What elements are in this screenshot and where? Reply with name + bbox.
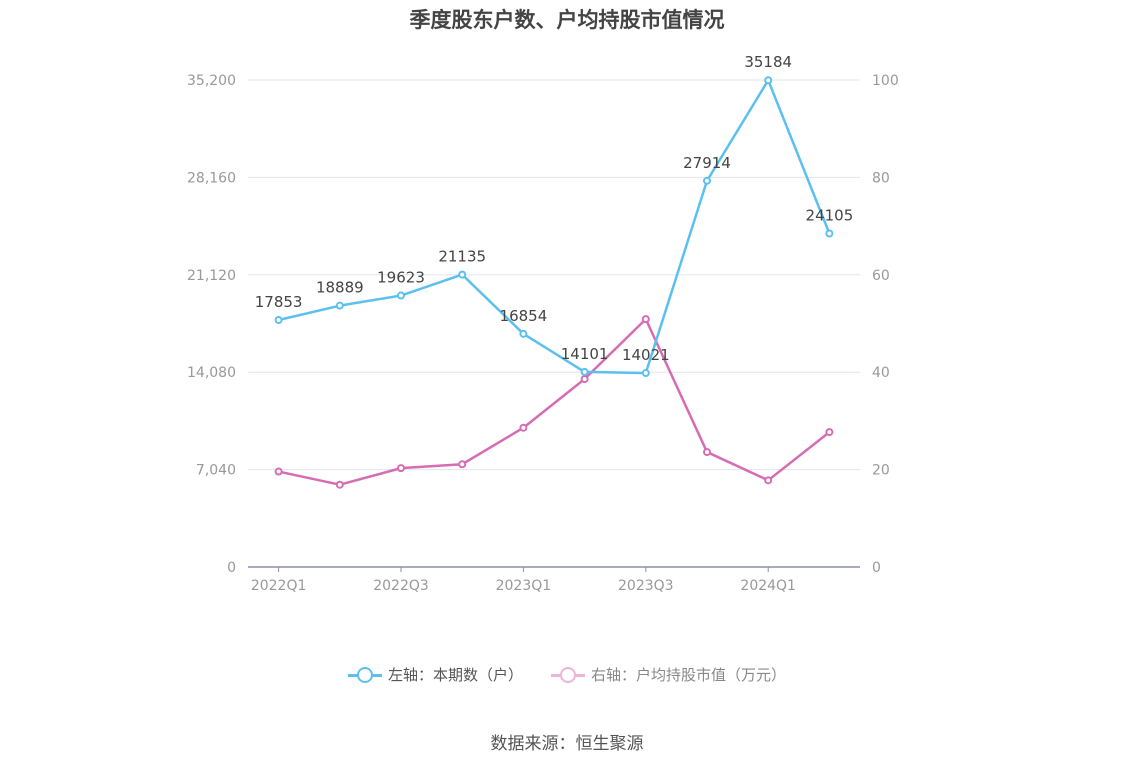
right-axis-tick-label: 80 — [872, 170, 890, 186]
legend: 左轴：本期数（户） 右轴：户均持股市值（万元） — [0, 664, 1134, 685]
legend-label-right: 右轴：户均持股市值（万元） — [591, 666, 787, 684]
data-label: 27914 — [683, 154, 731, 172]
data-label: 16854 — [500, 307, 548, 325]
source-note: 数据来源：恒生聚源 — [490, 734, 644, 754]
legend-item-right-series[interactable]: 右轴：户均持股市值（万元） — [551, 664, 786, 685]
left-axis-tick-label: 35,200 — [187, 73, 236, 89]
left-axis-tick-label: 28,160 — [187, 170, 236, 186]
data-point-avg-holding-value — [825, 428, 834, 437]
x-axis-tick-label: 2023Q1 — [496, 578, 552, 594]
data-point-avg-holding-value — [335, 480, 344, 489]
right-axis-ticks: 0 20 40 60 80 100 — [872, 73, 899, 576]
legend-marker-left-icon — [347, 665, 382, 685]
data-point-households — [580, 367, 589, 376]
data-point-avg-holding-value — [274, 467, 283, 476]
legend-label-left: 左轴：本期数（户） — [387, 666, 523, 684]
left-axis-tick-label: 0 — [227, 560, 236, 576]
data-point-avg-holding-value — [580, 375, 589, 384]
legend-marker-right-icon — [551, 665, 585, 685]
legend-item-left-series[interactable]: 左轴：本期数（户） — [347, 664, 523, 685]
data-label: 24105 — [806, 207, 854, 225]
x-axis-tick-label: 2022Q3 — [373, 578, 429, 594]
x-axis: 2022Q1 2022Q3 2023Q1 2023Q3 2024Q1 — [248, 566, 860, 594]
data-label: 17853 — [255, 293, 303, 311]
data-label: 18889 — [316, 279, 364, 297]
data-label: 14021 — [622, 346, 670, 364]
right-axis-tick-label: 100 — [872, 73, 899, 89]
data-point-avg-holding-value — [703, 448, 711, 457]
data-point-households — [335, 301, 344, 310]
left-axis-ticks: 0 7,040 14,080 21,120 28,160 35,200 — [187, 73, 236, 576]
data-point-households — [519, 329, 528, 338]
data-point-households — [764, 76, 773, 85]
data-point-avg-holding-value — [641, 315, 650, 324]
series-line-households — [278, 78, 831, 375]
data-point-households — [825, 229, 834, 238]
left-axis-tick-label: 14,080 — [187, 365, 236, 381]
data-point-avg-holding-value — [458, 460, 467, 469]
series-layer — [274, 76, 834, 489]
data-point-avg-holding-value — [519, 423, 528, 432]
right-axis-tick-label: 0 — [872, 560, 881, 576]
data-labels: 17853 18889 19623 21135 16854 14101 14021 27914… — [255, 53, 854, 364]
right-axis-tick-label: 20 — [872, 463, 890, 479]
left-axis-tick-label: 7,040 — [196, 463, 236, 479]
data-label: 35184 — [744, 53, 792, 71]
left-axis-tick-label: 21,120 — [187, 268, 236, 284]
series-line-avg-holding-value — [278, 317, 831, 486]
data-point-households — [397, 291, 405, 300]
chart-title: 季度股东户数、户均持股市值情况 — [409, 8, 725, 32]
x-axis-tick-label: 2023Q3 — [618, 578, 674, 594]
data-point-avg-holding-value — [397, 464, 405, 473]
data-point-households — [458, 270, 467, 279]
data-point-households — [274, 315, 283, 324]
grid-lines — [248, 79, 860, 471]
data-point-households — [703, 176, 711, 185]
data-point-avg-holding-value — [764, 476, 773, 485]
x-axis-tick-label: 2022Q1 — [251, 578, 307, 594]
data-label: 21135 — [438, 248, 486, 266]
right-axis-tick-label: 60 — [872, 268, 890, 284]
right-axis-tick-label: 40 — [872, 365, 890, 381]
data-label: 19623 — [377, 269, 425, 287]
data-label: 14101 — [561, 345, 609, 363]
data-point-households — [641, 369, 650, 378]
x-axis-tick-label: 2024Q1 — [740, 578, 796, 594]
